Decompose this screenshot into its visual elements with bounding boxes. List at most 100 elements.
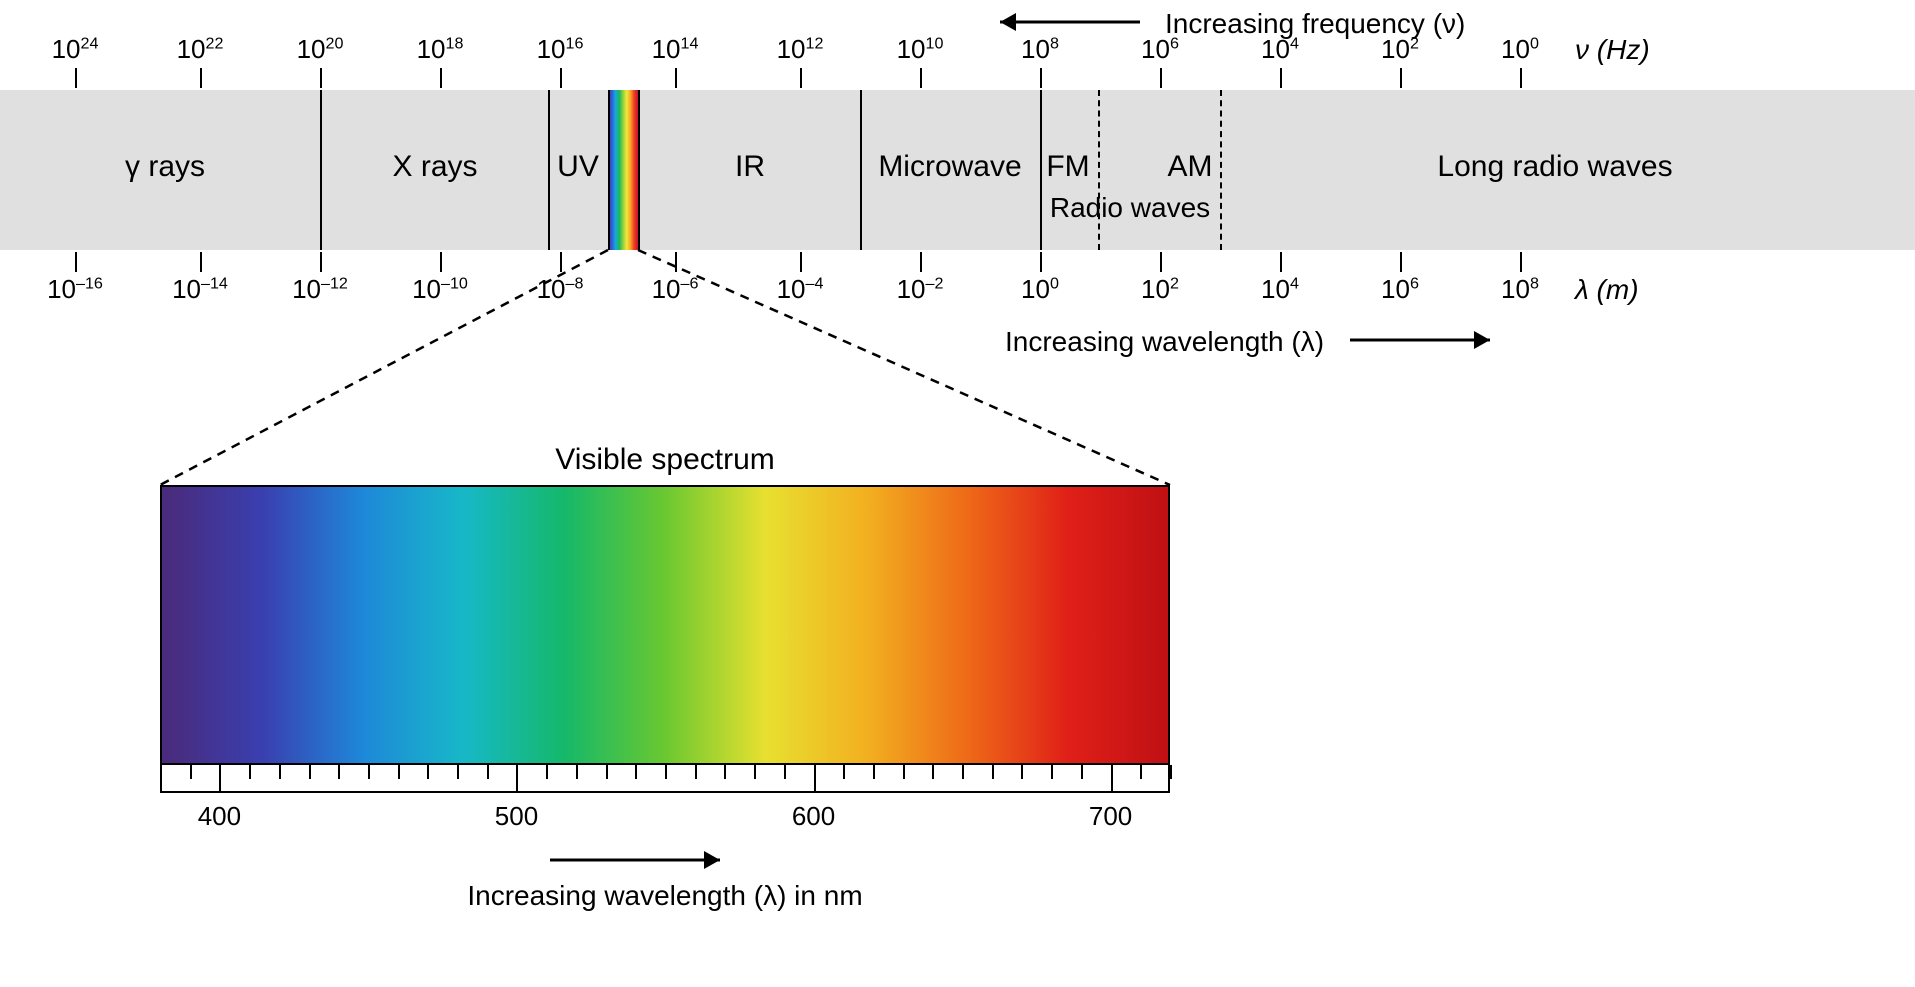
wave-tick-label: 102 <box>1141 274 1179 305</box>
region-label: X rays <box>392 150 477 184</box>
freq-tick <box>1160 68 1162 88</box>
freq-tick-label: 1016 <box>537 34 584 65</box>
visible-tick-minor <box>992 765 994 779</box>
region-separator <box>320 90 322 250</box>
region-label: Microwave <box>878 150 1021 184</box>
visible-tick-minor <box>754 765 756 779</box>
wave-tick <box>675 252 677 272</box>
wave-tick-label: 106 <box>1381 274 1419 305</box>
freq-tick <box>440 68 442 88</box>
region-separator <box>638 90 640 250</box>
wave-tick-label: 10–4 <box>777 274 824 305</box>
visible-tick-label: 400 <box>198 801 241 832</box>
visible-tick-major <box>814 765 816 791</box>
wave-tick-label: 10–16 <box>47 274 103 305</box>
freq-tick <box>1040 68 1042 88</box>
wave-tick <box>920 252 922 272</box>
region-label: Long radio waves <box>1437 150 1672 184</box>
visible-arrow-label: Increasing wavelength (λ) in nm <box>467 880 862 912</box>
visible-tick-label: 600 <box>792 801 835 832</box>
visible-tick-minor <box>784 765 786 779</box>
wave-tick <box>1280 252 1282 272</box>
wave-tick <box>800 252 802 272</box>
visible-tick-minor <box>843 765 845 779</box>
visible-tick-label: 700 <box>1089 801 1132 832</box>
visible-tick-minor <box>932 765 934 779</box>
wave-tick-label: 10–10 <box>412 274 468 305</box>
region-separator <box>860 90 862 250</box>
region-separator <box>1040 90 1042 250</box>
visible-tick-minor <box>1081 765 1083 779</box>
visible-tick-minor <box>546 765 548 779</box>
visible-tick-minor <box>190 765 192 779</box>
freq-tick <box>800 68 802 88</box>
freq-tick-label: 1010 <box>897 34 944 65</box>
visible-tick-minor <box>1051 765 1053 779</box>
region-label: FM <box>1046 150 1089 184</box>
wave-tick-label: 10–14 <box>172 274 228 305</box>
em-spectrum-diagram: γ raysX raysUVIRMicrowaveFMAMLong radio … <box>0 0 1915 987</box>
freq-tick <box>75 68 77 88</box>
visible-tick-minor <box>576 765 578 779</box>
freq-tick <box>920 68 922 88</box>
visible-tick-minor <box>160 765 162 779</box>
region-sublabel: Radio waves <box>1050 192 1210 224</box>
freq-tick-label: 1012 <box>777 34 824 65</box>
visible-tick-minor <box>427 765 429 779</box>
wave-tick <box>440 252 442 272</box>
region-separator <box>1098 90 1100 250</box>
freq-tick-label: 1014 <box>652 34 699 65</box>
wave-tick-label: 10–6 <box>652 274 699 305</box>
region-separator <box>1220 90 1222 250</box>
visible-tick-label: 500 <box>495 801 538 832</box>
region-label: γ rays <box>125 150 205 184</box>
freq-tick <box>1280 68 1282 88</box>
wave-tick-label: 100 <box>1021 274 1059 305</box>
region-separator <box>608 90 610 250</box>
visible-tick-minor <box>1021 765 1023 779</box>
freq-tick <box>200 68 202 88</box>
wave-tick-label: 108 <box>1501 274 1539 305</box>
visible-tick-minor <box>606 765 608 779</box>
freq-tick-label: 1022 <box>177 34 224 65</box>
region-label: UV <box>557 150 599 184</box>
freq-tick <box>1400 68 1402 88</box>
visible-strip <box>608 90 638 250</box>
freq-tick <box>1520 68 1522 88</box>
visible-tick-minor <box>487 765 489 779</box>
freq-tick-label: 100 <box>1501 34 1539 65</box>
wave-tick-label: 10–2 <box>897 274 944 305</box>
visible-tick-minor <box>1140 765 1142 779</box>
visible-tick-minor <box>249 765 251 779</box>
visible-tick-minor <box>962 765 964 779</box>
freq-tick <box>560 68 562 88</box>
visible-tick-minor <box>1170 765 1172 779</box>
freq-tick <box>675 68 677 88</box>
visible-tick-minor <box>873 765 875 779</box>
wave-arrow-label: Increasing wavelength (λ) <box>1005 326 1324 358</box>
visible-spectrum-gradient <box>160 485 1170 765</box>
wave-tick <box>1160 252 1162 272</box>
wave-axis-unit: λ (m) <box>1575 274 1639 306</box>
visible-tick-minor <box>695 765 697 779</box>
wave-tick-label: 10–8 <box>537 274 584 305</box>
visible-tick-minor <box>279 765 281 779</box>
wave-tick <box>320 252 322 272</box>
visible-tick-major <box>1111 765 1113 791</box>
freq-tick <box>320 68 322 88</box>
wave-tick-label: 104 <box>1261 274 1299 305</box>
wave-tick <box>200 252 202 272</box>
freq-tick-label: 1024 <box>52 34 99 65</box>
region-label: IR <box>735 150 765 184</box>
visible-tick-major <box>219 765 221 791</box>
freq-tick-label: 1018 <box>417 34 464 65</box>
freq-tick-label: 1020 <box>297 34 344 65</box>
wave-tick <box>1520 252 1522 272</box>
visible-tick-minor <box>665 765 667 779</box>
freq-tick-label: 108 <box>1021 34 1059 65</box>
visible-spectrum-title: Visible spectrum <box>555 443 775 477</box>
freq-arrow-label: Increasing frequency (ν) <box>1165 8 1465 40</box>
visible-tick-minor <box>724 765 726 779</box>
freq-axis-unit: ν (Hz) <box>1575 34 1650 66</box>
visible-tick-minor <box>635 765 637 779</box>
